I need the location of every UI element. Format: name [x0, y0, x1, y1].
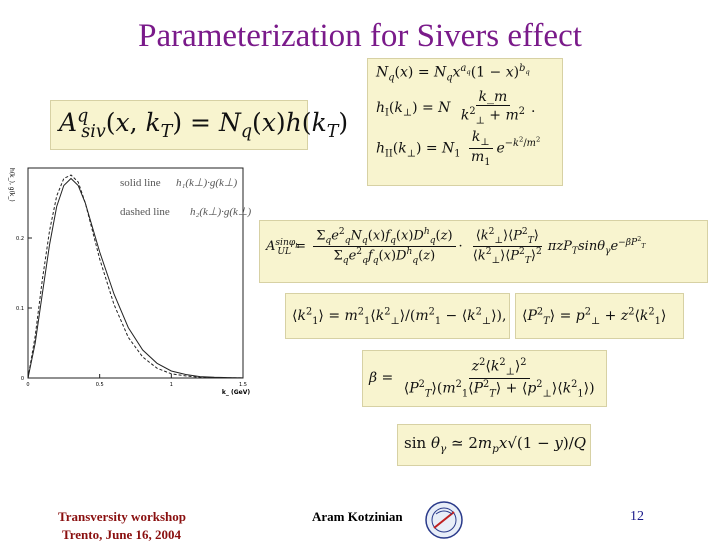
y-tick-label: 0.1 — [16, 306, 24, 312]
footer-author: Aram Kotzinian — [312, 509, 403, 524]
dashed-series-line — [27, 174, 243, 379]
legend-dashed-label: dashed line — [120, 206, 170, 218]
page-number: 12 — [630, 509, 644, 524]
x-tick-label: 0.5 — [96, 382, 104, 388]
sivers-definition-formula: Aqsiv(x, kT) = Nq(x)h(kT) — [50, 100, 348, 150]
pt-relation-formula: ⟨P2T⟩ = p2⊥ + z2⟨k21⟩ — [515, 293, 684, 339]
plot-frame — [27, 167, 244, 379]
institution-logo-icon — [425, 501, 463, 539]
y-tick-label: 0 — [21, 376, 24, 382]
x-axis-label: k_ (GeV) — [222, 389, 250, 396]
x-tick-label: 1 — [170, 382, 173, 388]
footer-workshop: Transversity workshop — [58, 509, 186, 524]
footer-location-date: Trento, June 16, 2004 — [62, 527, 182, 542]
legend-solid-formula: h₁(k⊥)·g(k⊥) — [176, 177, 237, 189]
sivers-function-plot: 0 0.5 1 1.5 0 0.1 0.2 k_ (GeV) h(k_), g(k_) solid… — [8, 167, 251, 396]
y-axis-label: h(k_), g(k_) — [8, 168, 15, 202]
parameter-definitions-formula: Nq(x) = Nqxaq(1 − x)bq hI(k⊥) = N k_m k2⊥… — [367, 58, 563, 186]
asymmetry-formula: AsinφhUL = Σqe2qNq(x)fq(x)Dhq(z) Σqe2qfq(… — [259, 220, 708, 283]
legend-solid-label: solid line — [120, 177, 161, 189]
sin-theta-formula: sin θγ ≃ 2mpx√(1 − y)/Q — [397, 424, 591, 466]
legend-dashed-formula: h₂(k⊥)·g(k⊥) — [190, 206, 251, 218]
solid-series-line — [27, 177, 244, 379]
y-tick-label: 0.2 — [16, 236, 24, 242]
x-tick-label: 0 — [26, 382, 29, 388]
slide-title: Parameterization for Sivers effect — [138, 18, 582, 54]
beta-formula: β = z2⟨k2⊥⟩2 ⟨P2T⟩(m21⟨P2T⟩ + ⟨p2⊥⟩⟨k21⟩) — [362, 350, 607, 407]
x-tick-label: 1.5 — [239, 382, 247, 388]
k-perp-relation-formula: ⟨k21⟩ = m21⟨k2⊥⟩/(m21 − ⟨k2⊥⟩), — [285, 293, 510, 339]
